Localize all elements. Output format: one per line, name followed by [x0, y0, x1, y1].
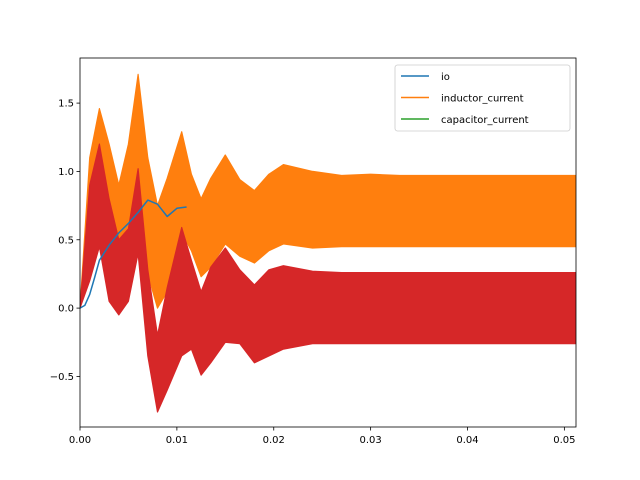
y-tick-label: 1.0	[58, 167, 74, 178]
y-tick-label: −0.5	[50, 372, 74, 383]
legend: io inductor_current capacitor_current	[394, 64, 571, 132]
legend-label-inductor-current: inductor_current	[441, 94, 524, 105]
y-tick-label: 0.5	[58, 235, 74, 246]
series-inductor-current-band	[80, 73, 576, 309]
x-tick-label: 0.03	[359, 435, 381, 446]
legend-label-capacitor-current: capacitor_current	[441, 115, 529, 126]
x-tick-label: 0.02	[263, 435, 285, 446]
x-tick-label: 0.04	[456, 435, 478, 446]
x-tick-label: 0.05	[553, 435, 575, 446]
series-capacitor-current-band	[80, 143, 576, 413]
x-tick-label: 0.00	[69, 435, 91, 446]
y-tick-label: 1.5	[58, 99, 74, 110]
axes: 0.00 0.01 0.02 0.03 0.04 0.05 −0.5 0.0 0.5 1.0 1.5	[50, 57, 577, 446]
axes-frame	[79, 57, 577, 428]
x-tick-label: 0.01	[166, 435, 188, 446]
y-tick-label: 0.0	[58, 304, 74, 315]
plot-area	[80, 73, 576, 413]
legend-box	[394, 64, 571, 132]
series-io-line	[80, 199, 187, 309]
legend-label-io: io	[441, 72, 450, 83]
